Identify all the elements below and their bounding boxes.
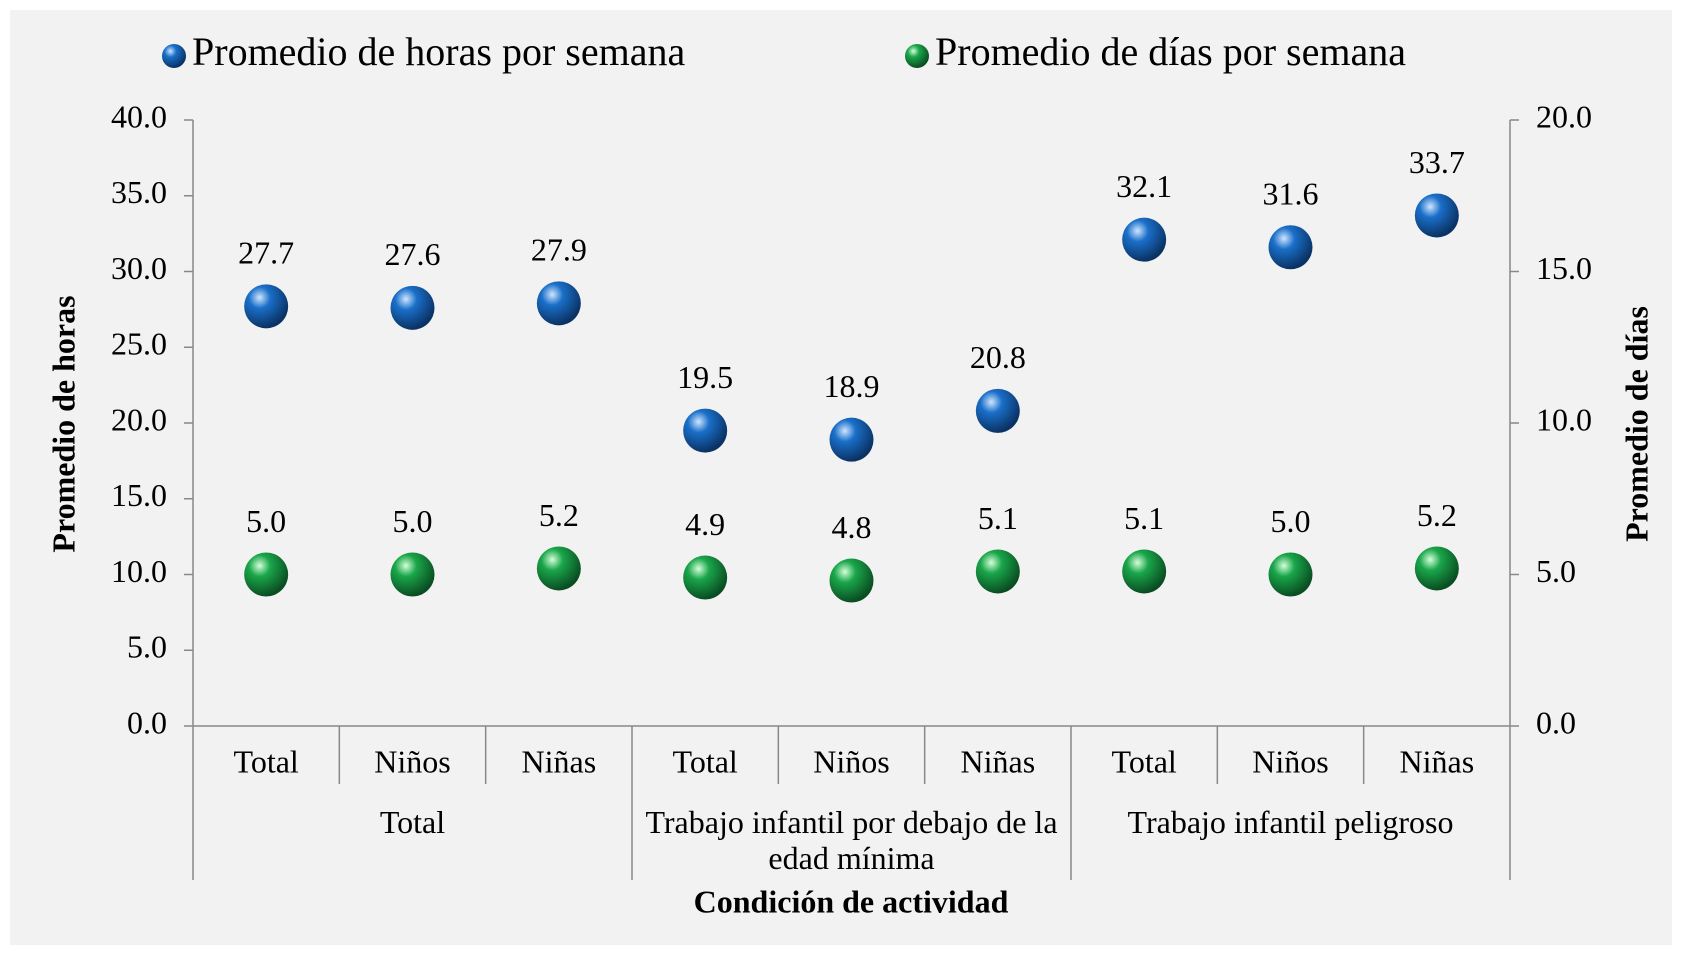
group-label: Trabajo infantil por debajo de la edad m… <box>645 804 1058 876</box>
data-label: 19.5 <box>677 359 733 395</box>
y2-tick-label: 20.0 <box>1536 98 1592 134</box>
data-label: 5.0 <box>393 503 433 539</box>
data-label: 5.1 <box>978 500 1018 536</box>
y2-tick-label: 5.0 <box>1536 553 1576 589</box>
y2-tick-label: 0.0 <box>1536 704 1576 740</box>
point <box>1414 193 1459 238</box>
data-label: 27.9 <box>531 232 587 268</box>
group-label: Total <box>379 804 446 840</box>
point <box>1268 225 1313 270</box>
data-label: 5.2 <box>539 497 579 533</box>
y-tick-label: 25.0 <box>111 326 167 362</box>
y2-axis-title: Promedio de días <box>1618 306 1654 542</box>
y-tick-label: 15.0 <box>111 477 167 513</box>
point <box>683 555 728 600</box>
data-label: 4.8 <box>832 509 872 545</box>
group-label-box: Trabajo infantil por debajo de la edad m… <box>645 804 1058 876</box>
point <box>536 546 581 591</box>
y-tick-label: 40.0 <box>111 98 167 134</box>
x-tick-label: Niños <box>813 743 889 779</box>
data-label: 5.2 <box>1417 497 1457 533</box>
x-tick-label: Niños <box>1252 743 1328 779</box>
x-tick-label: Total <box>234 743 299 779</box>
y-tick-label: 35.0 <box>111 174 167 210</box>
data-label: 5.0 <box>1271 503 1311 539</box>
data-label: 31.6 <box>1263 176 1319 212</box>
x-axis-title: Condición de actividad <box>694 883 1009 919</box>
x-tick-label: Niñas <box>961 743 1036 779</box>
point <box>1122 549 1167 594</box>
y-tick-label: 10.0 <box>111 553 167 589</box>
data-label: 32.1 <box>1116 168 1172 204</box>
y-tick-label: 0.0 <box>127 704 167 740</box>
point <box>390 552 435 597</box>
x-tick-label: Niñas <box>522 743 597 779</box>
data-label: 27.7 <box>238 235 294 271</box>
y-tick-label: 5.0 <box>127 629 167 665</box>
legend-label: Promedio de días por semana <box>935 29 1406 74</box>
background <box>10 10 1672 945</box>
data-label: 33.7 <box>1409 144 1465 180</box>
point <box>536 281 581 326</box>
data-label: 4.9 <box>685 506 725 542</box>
point <box>829 558 874 603</box>
point <box>683 408 728 453</box>
point <box>244 284 289 329</box>
y2-tick-label: 10.0 <box>1536 401 1592 437</box>
point <box>1122 217 1167 262</box>
group-label-box: Trabajo infantil peligroso <box>1127 804 1454 840</box>
point <box>975 388 1020 433</box>
point <box>244 552 289 597</box>
point <box>975 549 1020 594</box>
legend-label: Promedio de horas por semana <box>192 29 685 74</box>
x-tick-label: Total <box>673 743 738 779</box>
point <box>390 285 435 330</box>
y-axis-title: Promedio de horas <box>45 295 81 552</box>
x-tick-label: Niños <box>374 743 450 779</box>
point <box>829 417 874 462</box>
data-label: 18.9 <box>824 368 880 404</box>
legend-marker <box>905 44 929 68</box>
x-tick-label: Niñas <box>1400 743 1475 779</box>
point <box>1268 552 1313 597</box>
group-label-box: Total <box>379 804 446 840</box>
group-label: Trabajo infantil peligroso <box>1127 804 1454 840</box>
x-tick-label: Total <box>1112 743 1177 779</box>
data-label: 5.0 <box>246 503 286 539</box>
data-label: 5.1 <box>1124 500 1164 536</box>
y2-tick-label: 15.0 <box>1536 250 1592 286</box>
y-tick-label: 30.0 <box>111 250 167 286</box>
data-label: 20.8 <box>970 339 1026 375</box>
data-label: 27.6 <box>385 236 441 272</box>
point <box>1414 546 1459 591</box>
legend-marker <box>162 44 186 68</box>
y-tick-label: 20.0 <box>111 401 167 437</box>
